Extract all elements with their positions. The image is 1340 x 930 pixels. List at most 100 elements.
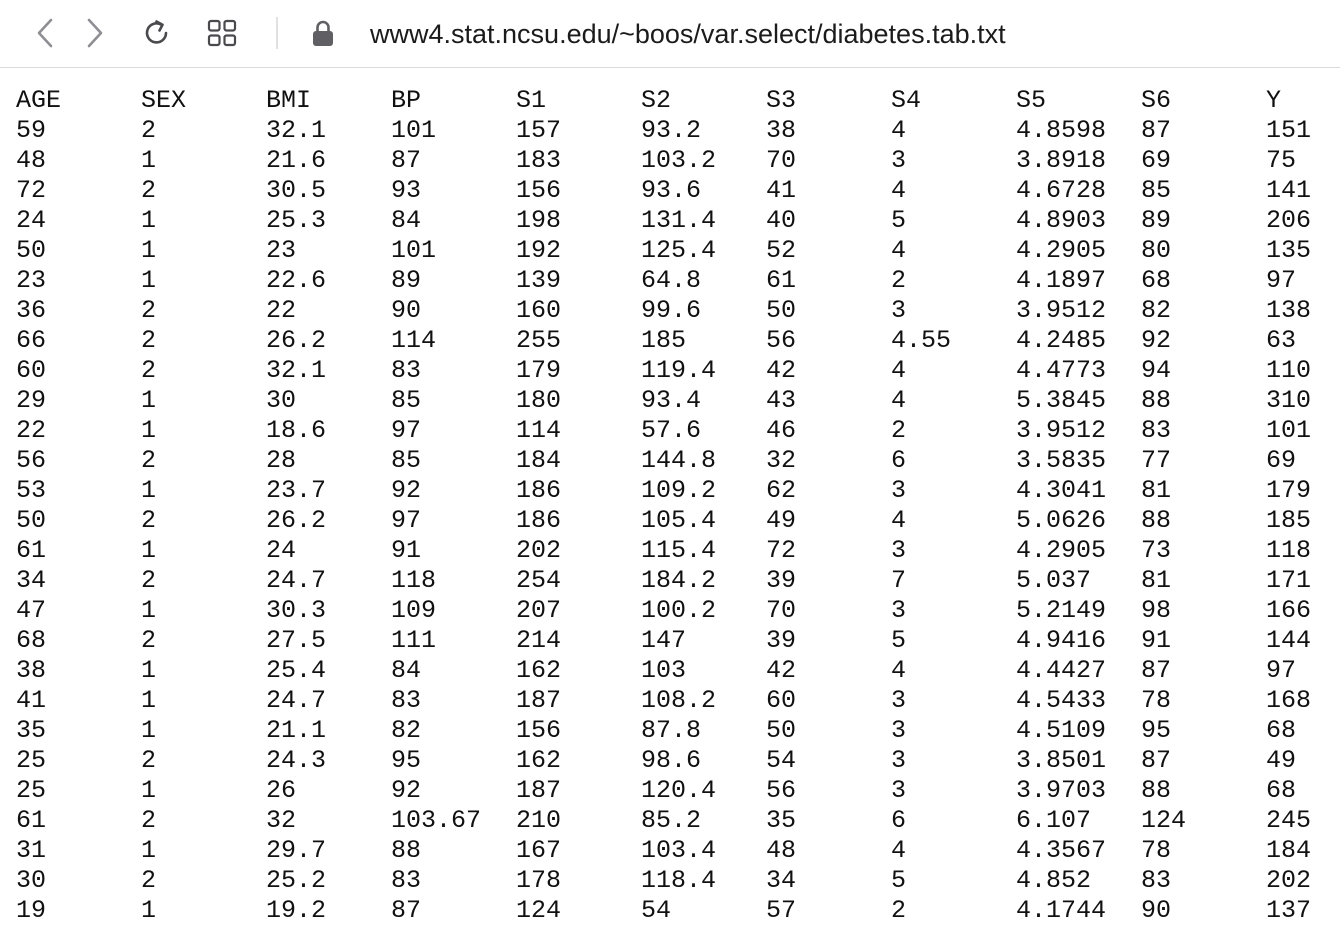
plain-text-document: AGE SEX BMI BP S1 S2 S3 S4 S5 S6 Y 59 2 32… [16, 86, 1326, 926]
table-cell: 26 [266, 776, 297, 805]
table-cell: 1 [141, 266, 157, 295]
table-cell: 32.1 [266, 356, 327, 385]
table-cell: 103.2 [641, 146, 717, 175]
table-cell: 4.4427 [1016, 656, 1107, 685]
table-cell: 94 [1141, 356, 1172, 385]
table-cell: 3 [891, 146, 907, 175]
table-cell: 82 [1141, 296, 1172, 325]
table-cell: 4 [891, 116, 907, 145]
table-cell: 83 [1141, 866, 1172, 895]
column-header-s3: S3 [766, 86, 797, 115]
table-cell: 61 [16, 806, 47, 835]
table-cell: 36 [16, 296, 47, 325]
table-cell: 4.2905 [1016, 236, 1107, 265]
table-cell: 4 [891, 176, 907, 205]
table-cell: 4.2485 [1016, 326, 1107, 355]
table-cell: 5 [891, 206, 907, 235]
table-cell: 187 [516, 686, 562, 715]
table-cell: 5 [891, 626, 907, 655]
table-cell: 29.7 [266, 836, 327, 865]
table-row: 68 2 27.5 111 214 147 39 5 4.9416 91 144 [16, 626, 1326, 656]
column-header-s1: S1 [516, 86, 547, 115]
table-cell: 93.6 [641, 176, 702, 205]
table-cell: 151 [1266, 116, 1312, 145]
table-row: 31 1 29.7 88 167 103.4 48 4 4.3567 78 184 [16, 836, 1326, 866]
table-cell: 4.6728 [1016, 176, 1107, 205]
lock-icon[interactable] [308, 18, 338, 48]
table-cell: 4 [891, 356, 907, 385]
table-cell: 5.037 [1016, 566, 1092, 595]
table-cell: 41 [16, 686, 47, 715]
table-cell: 68 [1266, 716, 1297, 745]
table-cell: 131.4 [641, 206, 717, 235]
table-cell: 1 [141, 686, 157, 715]
table-cell: 50 [16, 506, 47, 535]
table-row: 66 2 26.2 114 255 185 56 4.55 4.2485 92 63 [16, 326, 1326, 356]
address-bar-url[interactable]: www4.stat.ncsu.edu/~boos/var.select/diab… [370, 19, 1006, 49]
table-cell: 46 [766, 416, 797, 445]
table-header-row: AGE SEX BMI BP S1 S2 S3 S4 S5 S6 Y [16, 86, 1326, 116]
table-cell: 138 [1266, 296, 1312, 325]
table-cell: 185 [1266, 506, 1312, 535]
chevron-left-icon[interactable] [30, 17, 60, 49]
table-cell: 32.1 [266, 116, 327, 145]
table-cell: 125.4 [641, 236, 717, 265]
table-cell: 166 [1266, 596, 1312, 625]
column-header-s2: S2 [641, 86, 672, 115]
table-cell: 50 [766, 716, 797, 745]
table-cell: 68 [16, 626, 47, 655]
table-cell: 214 [516, 626, 562, 655]
table-cell: 92 [391, 476, 422, 505]
column-header-bmi: BMI [266, 86, 312, 115]
table-cell: 62 [766, 476, 797, 505]
table-cell: 93.2 [641, 116, 702, 145]
table-row: 56 2 28 85 184 144.8 32 6 3.5835 77 69 [16, 446, 1326, 476]
table-cell: 87 [1141, 656, 1172, 685]
table-cell: 184 [1266, 836, 1312, 865]
table-cell: 72 [766, 536, 797, 565]
table-cell: 18.6 [266, 416, 327, 445]
table-cell: 22.6 [266, 266, 327, 295]
table-row: 59 2 32.1 101 157 93.2 38 4 4.8598 87 151 [16, 116, 1326, 146]
table-row: 19 1 19.2 87 124 54 57 2 4.1744 90 137 [16, 896, 1326, 926]
table-cell: 85.2 [641, 806, 702, 835]
table-cell: 1 [141, 716, 157, 745]
table-cell: 23.7 [266, 476, 327, 505]
table-cell: 118 [1266, 536, 1312, 565]
table-cell: 42 [766, 356, 797, 385]
table-cell: 69 [1141, 146, 1172, 175]
table-row: 50 2 26.2 97 186 105.4 49 4 5.0626 88 185 [16, 506, 1326, 536]
table-cell: 19 [16, 896, 47, 925]
table-cell: 82 [391, 716, 422, 745]
table-cell: 3.8501 [1016, 746, 1107, 775]
table-cell: 4.55 [891, 326, 952, 355]
table-cell: 48 [16, 146, 47, 175]
table-cell: 1 [141, 236, 157, 265]
table-cell: 90 [391, 296, 422, 325]
table-cell: 28 [266, 446, 297, 475]
table-cell: 91 [1141, 626, 1172, 655]
grid-icon[interactable] [204, 17, 240, 49]
table-cell: 56 [766, 776, 797, 805]
table-cell: 101 [391, 116, 437, 145]
table-cell: 66 [16, 326, 47, 355]
reload-icon[interactable] [140, 16, 174, 50]
table-cell: 1 [141, 146, 157, 175]
table-cell: 3.9512 [1016, 416, 1107, 445]
table-cell: 80 [1141, 236, 1172, 265]
table-cell: 24.7 [266, 686, 327, 715]
table-cell: 180 [516, 386, 562, 415]
table-cell: 4 [891, 386, 907, 415]
chevron-right-icon[interactable] [80, 17, 110, 49]
table-cell: 4.3567 [1016, 836, 1107, 865]
table-cell: 4 [891, 236, 907, 265]
table-cell: 103.67 [391, 806, 482, 835]
table-row: 60 2 32.1 83 179 119.4 42 4 4.4773 94 110 [16, 356, 1326, 386]
table-cell: 97 [1266, 656, 1297, 685]
table-cell: 42 [766, 656, 797, 685]
table-cell: 84 [391, 206, 422, 235]
table-cell: 25.4 [266, 656, 327, 685]
table-row: 36 2 22 90 160 99.6 50 3 3.9512 82 138 [16, 296, 1326, 326]
table-cell: 26.2 [266, 326, 327, 355]
table-cell: 3 [891, 536, 907, 565]
